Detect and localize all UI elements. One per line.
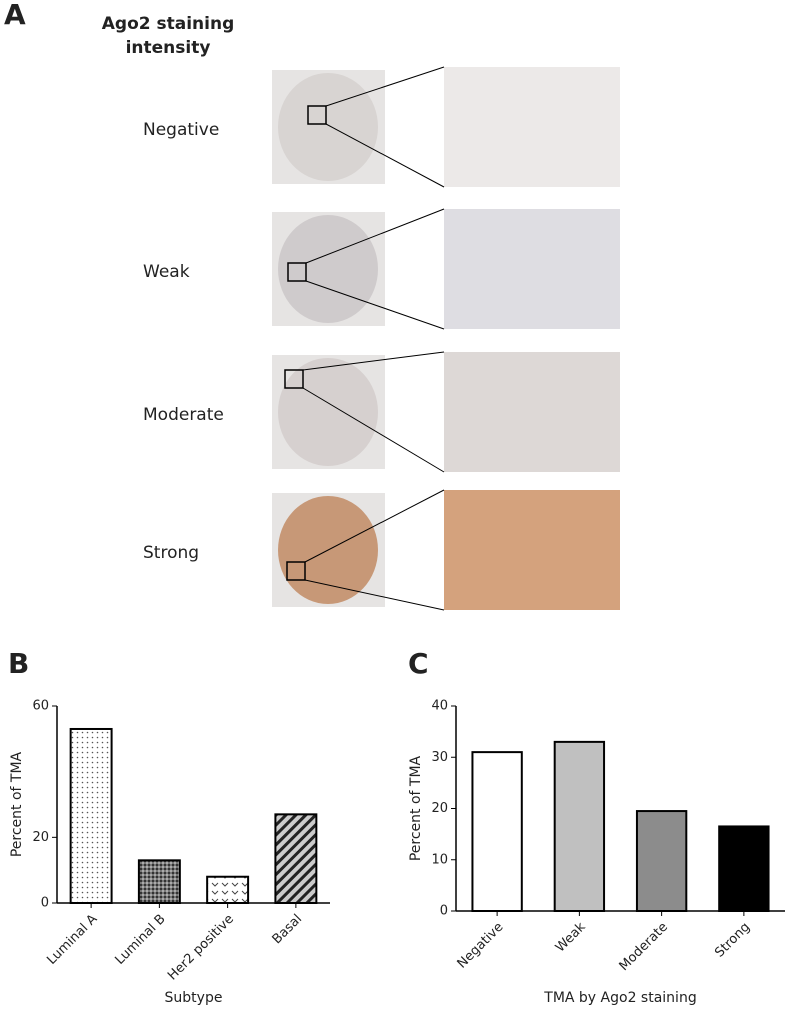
row-label: Negative: [143, 120, 219, 140]
panel-letter: A: [4, 0, 26, 31]
y-tick-label: 0: [41, 896, 49, 911]
roi-box: [307, 105, 327, 125]
tissue: [278, 73, 378, 181]
zoom-line: [302, 351, 445, 371]
zoom: [444, 67, 620, 187]
zoom-line: [325, 66, 445, 107]
roi-box: [286, 561, 306, 581]
heading: Ago2 staining: [102, 14, 235, 34]
y-axis-label: Percent of TMA: [9, 751, 25, 857]
bar: [718, 825, 770, 912]
row-label: Weak: [143, 262, 190, 282]
zoom-line: [305, 280, 445, 330]
bar: [471, 751, 523, 912]
y-tick-label: 20: [431, 801, 448, 816]
bar: [553, 740, 606, 912]
x-tick-label: Luminal A: [44, 912, 100, 968]
zoom: [444, 490, 620, 610]
zoom: [444, 209, 620, 329]
y-tick-label: 0: [440, 904, 448, 919]
bar: [635, 810, 688, 912]
x-axis-label: Subtype: [165, 990, 223, 1006]
y-tick-label: 40: [431, 699, 448, 714]
x-tick-label: Negative: [455, 920, 507, 972]
x-tick-label: Strong: [712, 920, 753, 961]
tissue: [278, 215, 378, 323]
x-axis-label: TMA by Ago2 staining: [543, 990, 696, 1006]
y-axis-label: Percent of TMA: [408, 755, 424, 861]
zoom-line: [302, 387, 445, 473]
y-tick-label: 20: [32, 830, 49, 845]
panel-letter: C: [408, 647, 429, 680]
zoom-line: [304, 579, 445, 611]
bar: [274, 813, 318, 904]
x-tick-label: Her2 positive: [165, 912, 237, 984]
bar: [206, 875, 250, 905]
row-label: Moderate: [143, 405, 224, 425]
zoom: [444, 352, 620, 472]
bar: [137, 859, 181, 904]
zoom-line: [304, 489, 445, 563]
y-tick-label: 30: [431, 750, 448, 765]
bar: [69, 727, 113, 904]
x-tick-label: Moderate: [617, 920, 671, 974]
y-tick-label: 10: [431, 852, 448, 867]
zoom-line: [305, 208, 445, 264]
roi-box: [284, 369, 304, 389]
x-tick-label: Weak: [553, 919, 589, 955]
roi-box: [287, 262, 307, 282]
tissue: [278, 358, 378, 466]
panel-letter: B: [8, 647, 29, 680]
x-tick-label: Basal: [270, 912, 306, 948]
y-tick-label: 60: [32, 699, 49, 714]
heading: intensity: [126, 38, 211, 58]
x-tick-label: Luminal B: [113, 912, 169, 968]
zoom-line: [325, 123, 445, 188]
row-label: Strong: [143, 543, 199, 563]
